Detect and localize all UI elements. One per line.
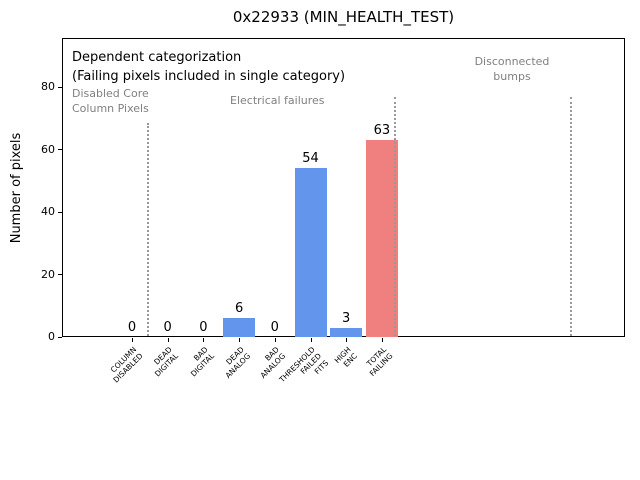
bar-value-label: 0 — [163, 320, 172, 335]
separator-line-1 — [147, 123, 149, 336]
x-tick-mark — [346, 338, 348, 342]
y-tick-label: 20 — [41, 267, 55, 281]
y-tick-mark — [58, 336, 62, 338]
x-tick-label-text: TOTAL FAILING — [365, 345, 395, 379]
plot-area — [62, 38, 625, 337]
x-tick-label-text: DEAD DIGITAL — [152, 345, 181, 379]
bar — [330, 327, 363, 337]
y-tick-mark — [58, 149, 62, 151]
bar-value-label: 3 — [342, 310, 351, 326]
failing-pixels-note: (Failing pixels included in single categ… — [72, 69, 346, 84]
y-tick-mark — [58, 211, 62, 213]
x-tick-label-text: DEAD ANALOG — [223, 345, 253, 381]
bar-value-label: 0 — [270, 320, 279, 335]
x-tick-mark — [274, 338, 276, 342]
bar — [365, 140, 398, 337]
x-tick-mark — [310, 338, 312, 342]
x-tick-mark — [203, 338, 205, 342]
bar-value-label: 6 — [234, 301, 244, 317]
dependent-categorization-note: Dependent categorization — [72, 50, 242, 65]
y-tick-label: 80 — [41, 80, 55, 94]
x-tick-mark — [381, 338, 383, 342]
y-tick-label: 0 — [48, 330, 55, 343]
x-tick-mark — [132, 338, 133, 342]
y-tick-label: 40 — [41, 205, 55, 219]
y-tick-mark — [58, 86, 62, 88]
bar — [223, 318, 256, 337]
y-tick-label: 60 — [41, 142, 55, 156]
bar-value-label: 0 — [199, 320, 208, 335]
bar-value-label: 54 — [302, 151, 319, 167]
x-tick-label-text: BAD DIGITAL — [189, 345, 217, 379]
x-tick-mark — [167, 338, 169, 342]
chart-title: 0x22933 (MIN_HEALTH_TEST) — [232, 8, 455, 26]
x-tick-label-text: COLUMN DISABLED — [108, 345, 145, 385]
y-tick-mark — [58, 274, 62, 275]
bar — [294, 168, 327, 337]
x-tick-mark — [239, 338, 241, 342]
bar-value-label: 0 — [127, 320, 137, 335]
bar-value-label: 63 — [373, 123, 391, 139]
x-tick-label-text: HIGH ENC — [332, 345, 360, 370]
electrical-failures-label: Electrical failures — [230, 94, 325, 107]
disabled-core-column-pixels-label: Disabled Core Column Pixels — [72, 87, 149, 115]
x-tick-label-text: THRESHOLD FAILED FITS — [277, 345, 331, 385]
separator-line-3 — [570, 97, 572, 336]
y-axis-label: Number of pixels — [9, 132, 24, 243]
disconnected-bumps-label: Disconnected bumps — [474, 55, 550, 83]
separator-line-2 — [394, 97, 396, 336]
